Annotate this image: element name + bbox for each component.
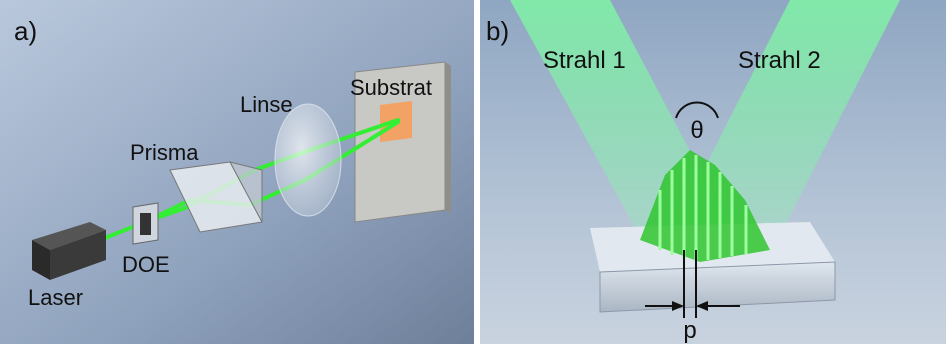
beam-label: Strahl 2 <box>738 47 821 74</box>
beam-label: Strahl 1 <box>543 47 626 74</box>
doe-grating <box>140 213 151 235</box>
panel-label: b) <box>486 16 509 46</box>
panel-b: b) Strahl 1 Strahl 2 θ p <box>480 0 946 344</box>
substrate-edge <box>445 62 451 214</box>
component-label: DOE <box>122 252 170 277</box>
figure: a) Laser DOE Prisma Linse Substrat <box>0 0 946 344</box>
angle-label: θ <box>690 117 703 144</box>
page: a) Laser DOE Prisma Linse Substrat <box>0 0 946 344</box>
panel-label: a) <box>14 16 37 46</box>
component-label: Prisma <box>130 140 199 165</box>
lens <box>275 104 341 216</box>
component-label: Laser <box>28 285 83 310</box>
panel-a: a) Laser DOE Prisma Linse Substrat <box>0 0 474 344</box>
period-label: p <box>683 317 696 344</box>
component-label: Linse <box>240 92 293 117</box>
component-label: Substrat <box>350 75 432 100</box>
